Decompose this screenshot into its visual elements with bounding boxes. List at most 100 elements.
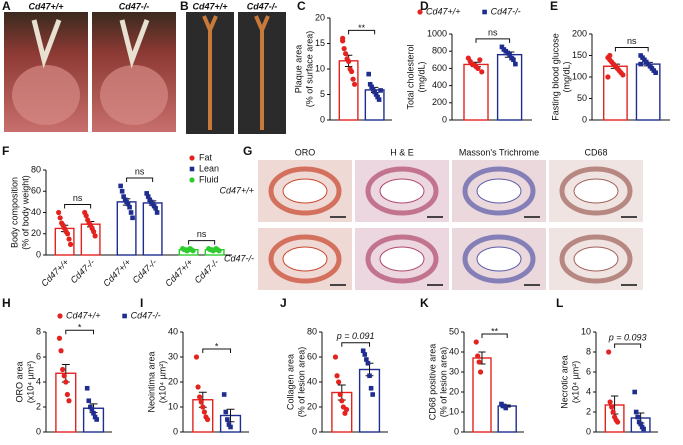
data-point (351, 81, 358, 87)
panel-letter: K (420, 296, 429, 310)
data-point (92, 233, 98, 239)
y-axis-label: (x10⁴ µm²) (570, 361, 580, 404)
y-tick-label: 2 (586, 406, 591, 416)
significance-label: ns (73, 193, 83, 203)
panel-letter: J (280, 296, 287, 310)
data-point (216, 248, 222, 254)
data-point (122, 313, 127, 319)
micrograph-detail (462, 166, 536, 216)
data-point (190, 248, 196, 254)
y-tick-label: 40 (31, 207, 41, 217)
data-point (153, 205, 158, 211)
panel-letter: G (243, 144, 252, 158)
data-point (337, 391, 343, 398)
data-point (369, 84, 374, 90)
column-label: CD68 (584, 147, 607, 157)
significance-bracket (481, 333, 508, 338)
data-point (609, 404, 615, 410)
data-point (223, 409, 229, 415)
micrograph-detail (573, 178, 619, 204)
y-axis-label: (% of lesion area) (438, 347, 448, 418)
data-point (91, 229, 97, 235)
significance-bracket (348, 29, 376, 35)
data-point (336, 379, 342, 385)
y-tick-label: 60 (307, 351, 317, 361)
column-label: ORO (295, 147, 316, 157)
y-tick-label: 150 (572, 50, 587, 60)
y-axis-label: Necrotic area (559, 355, 569, 409)
significance-bracket (202, 348, 232, 353)
y-tick-label: 30 (168, 351, 178, 361)
data-point (128, 210, 134, 215)
significance-label: * (78, 323, 82, 333)
legend-label: Cd47+/+ (66, 310, 101, 320)
panel-letter: B (180, 0, 189, 13)
data-point (197, 394, 203, 400)
significance-bracket (475, 38, 511, 43)
y-tick-label: 800 (432, 46, 447, 56)
bar (463, 63, 489, 121)
y-axis-label: (mg/dL) (561, 61, 571, 92)
legend-label: Fluid (199, 174, 219, 184)
micrograph-detail (282, 246, 328, 272)
panel-letter: D (420, 0, 429, 13)
panel-letter: I (140, 296, 143, 310)
data-point (614, 419, 621, 425)
data-point (653, 70, 658, 75)
significance-bracket (614, 343, 642, 348)
panel-letter: E (550, 0, 558, 13)
significance-label: ns (197, 229, 207, 239)
data-point (362, 352, 368, 357)
data-point (368, 385, 374, 391)
data-point (417, 9, 423, 15)
y-tick-label: 10 (315, 63, 325, 73)
data-point (376, 97, 382, 102)
x-tick-label: Cd47-/- (130, 257, 158, 285)
panel-letter: F (2, 144, 9, 158)
data-point (332, 354, 339, 360)
data-point (607, 399, 613, 405)
data-point (610, 409, 616, 415)
bar (472, 357, 492, 433)
y-axis-label: CD68 positive area (427, 344, 437, 421)
data-point (66, 398, 72, 404)
y-tick-label: 0 (312, 426, 317, 436)
photo-caption: Cd47+/+ (28, 1, 64, 11)
y-tick-label: 5 (320, 89, 325, 99)
data-point (343, 51, 349, 57)
data-point (228, 424, 233, 430)
data-point (58, 348, 64, 354)
data-point (373, 92, 379, 97)
panel-letter: H (2, 296, 11, 310)
y-tick-label: 0 (582, 114, 587, 124)
y-tick-label: 20 (31, 228, 41, 238)
data-point (477, 57, 483, 63)
data-point (118, 183, 123, 189)
significance-bracket (65, 329, 95, 335)
data-point (56, 335, 63, 341)
y-tick-label: 60 (31, 186, 41, 196)
micrograph-detail (476, 178, 522, 204)
data-point (339, 398, 345, 404)
data-point (632, 389, 637, 395)
significance-label: ns (627, 36, 637, 46)
data-point (189, 155, 195, 161)
data-point (204, 416, 211, 423)
micrograph-detail (559, 234, 633, 284)
data-point (370, 392, 375, 397)
y-tick-label: 200 (432, 97, 447, 107)
y-tick-label: 6 (586, 366, 591, 376)
data-point (189, 177, 195, 183)
legend-label: Cd47+/+ (426, 6, 461, 16)
micrograph-detail (573, 246, 619, 272)
data-point (119, 188, 125, 194)
y-tick-label: 0 (442, 114, 447, 124)
data-point (513, 61, 518, 67)
x-tick-label: Cd47-/- (68, 257, 96, 285)
data-point (225, 417, 230, 422)
data-point (638, 421, 643, 427)
y-tick-label: 0 (173, 426, 178, 436)
y-tick-label: 50 (449, 326, 459, 336)
data-point (477, 369, 484, 375)
data-point (84, 385, 90, 391)
